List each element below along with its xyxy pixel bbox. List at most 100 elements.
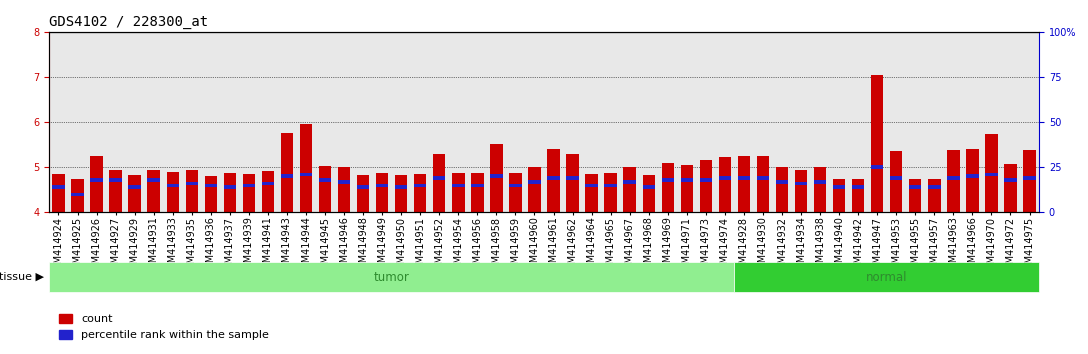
Bar bbox=[623, 167, 635, 212]
Bar bbox=[833, 178, 845, 212]
Bar bbox=[52, 174, 64, 212]
Bar bbox=[738, 176, 750, 180]
Bar bbox=[852, 179, 864, 212]
Bar bbox=[623, 180, 635, 183]
Bar bbox=[415, 174, 426, 212]
Bar bbox=[433, 154, 445, 212]
Bar bbox=[338, 167, 350, 212]
Bar bbox=[948, 176, 960, 180]
Bar bbox=[567, 176, 579, 180]
Text: GDS4102 / 228300_at: GDS4102 / 228300_at bbox=[49, 16, 208, 29]
Bar bbox=[890, 152, 902, 212]
Bar bbox=[738, 156, 750, 212]
Bar bbox=[948, 150, 960, 212]
Bar bbox=[585, 174, 597, 212]
Bar bbox=[128, 185, 140, 189]
Bar bbox=[453, 183, 465, 187]
Bar bbox=[910, 185, 922, 189]
Bar bbox=[376, 173, 388, 212]
Bar bbox=[928, 185, 940, 189]
Bar bbox=[833, 185, 845, 189]
Bar bbox=[890, 176, 902, 180]
Bar bbox=[395, 185, 407, 189]
Bar bbox=[357, 175, 369, 212]
Bar bbox=[186, 170, 198, 212]
Bar bbox=[605, 183, 617, 187]
Bar bbox=[681, 165, 693, 212]
Bar bbox=[166, 172, 178, 212]
Legend: count, percentile rank within the sample: count, percentile rank within the sample bbox=[54, 309, 273, 345]
Bar bbox=[928, 179, 940, 212]
Bar bbox=[243, 174, 255, 212]
Bar bbox=[262, 171, 274, 212]
Bar bbox=[547, 149, 559, 212]
Bar bbox=[1024, 176, 1036, 180]
Bar bbox=[453, 173, 465, 212]
Bar bbox=[986, 134, 998, 212]
Bar bbox=[814, 167, 826, 212]
Bar bbox=[966, 149, 978, 212]
Bar bbox=[529, 180, 541, 183]
Bar bbox=[471, 173, 483, 212]
Bar bbox=[205, 176, 217, 212]
Bar bbox=[662, 163, 673, 212]
Bar bbox=[1024, 150, 1036, 212]
Bar bbox=[166, 183, 178, 187]
Bar bbox=[719, 157, 731, 212]
Bar bbox=[700, 178, 712, 182]
Bar bbox=[148, 178, 160, 182]
Bar bbox=[300, 173, 312, 176]
Bar bbox=[509, 173, 521, 212]
Bar bbox=[757, 176, 769, 180]
Bar bbox=[491, 175, 503, 178]
Bar bbox=[415, 183, 426, 187]
Text: tissue ▶: tissue ▶ bbox=[0, 272, 44, 282]
Bar bbox=[662, 178, 673, 182]
Bar bbox=[585, 183, 597, 187]
Bar bbox=[719, 176, 731, 180]
Bar bbox=[814, 180, 826, 183]
Bar bbox=[395, 175, 407, 212]
Bar bbox=[700, 160, 712, 212]
Bar bbox=[433, 176, 445, 180]
Bar bbox=[205, 183, 217, 187]
Bar bbox=[1004, 178, 1016, 182]
Bar bbox=[757, 156, 769, 212]
Bar bbox=[776, 180, 788, 183]
Bar bbox=[871, 75, 883, 212]
Text: normal: normal bbox=[866, 270, 907, 284]
Bar bbox=[224, 173, 236, 212]
Bar bbox=[567, 154, 579, 212]
Bar bbox=[52, 185, 64, 189]
Bar bbox=[871, 165, 883, 169]
Bar bbox=[224, 185, 236, 189]
Bar bbox=[186, 182, 198, 185]
Bar bbox=[795, 182, 807, 185]
Text: tumor: tumor bbox=[374, 270, 409, 284]
Bar bbox=[795, 170, 807, 212]
Bar bbox=[319, 178, 331, 182]
Bar bbox=[776, 167, 788, 212]
Bar bbox=[529, 167, 541, 212]
Bar bbox=[643, 185, 655, 189]
Bar bbox=[491, 144, 503, 212]
Bar bbox=[471, 183, 483, 187]
Bar bbox=[300, 124, 312, 212]
Bar bbox=[90, 156, 102, 212]
Bar bbox=[509, 183, 521, 187]
Bar bbox=[128, 175, 140, 212]
Bar bbox=[110, 170, 122, 212]
Bar bbox=[148, 170, 160, 212]
Bar bbox=[90, 178, 102, 182]
Bar bbox=[1004, 164, 1016, 212]
Bar bbox=[547, 176, 559, 180]
Bar bbox=[643, 175, 655, 212]
Bar bbox=[281, 133, 293, 212]
Bar bbox=[110, 178, 122, 182]
Bar bbox=[281, 175, 293, 178]
Bar bbox=[852, 185, 864, 189]
Bar bbox=[72, 179, 84, 212]
Bar bbox=[338, 180, 350, 183]
Bar bbox=[243, 183, 255, 187]
Bar bbox=[262, 182, 274, 185]
